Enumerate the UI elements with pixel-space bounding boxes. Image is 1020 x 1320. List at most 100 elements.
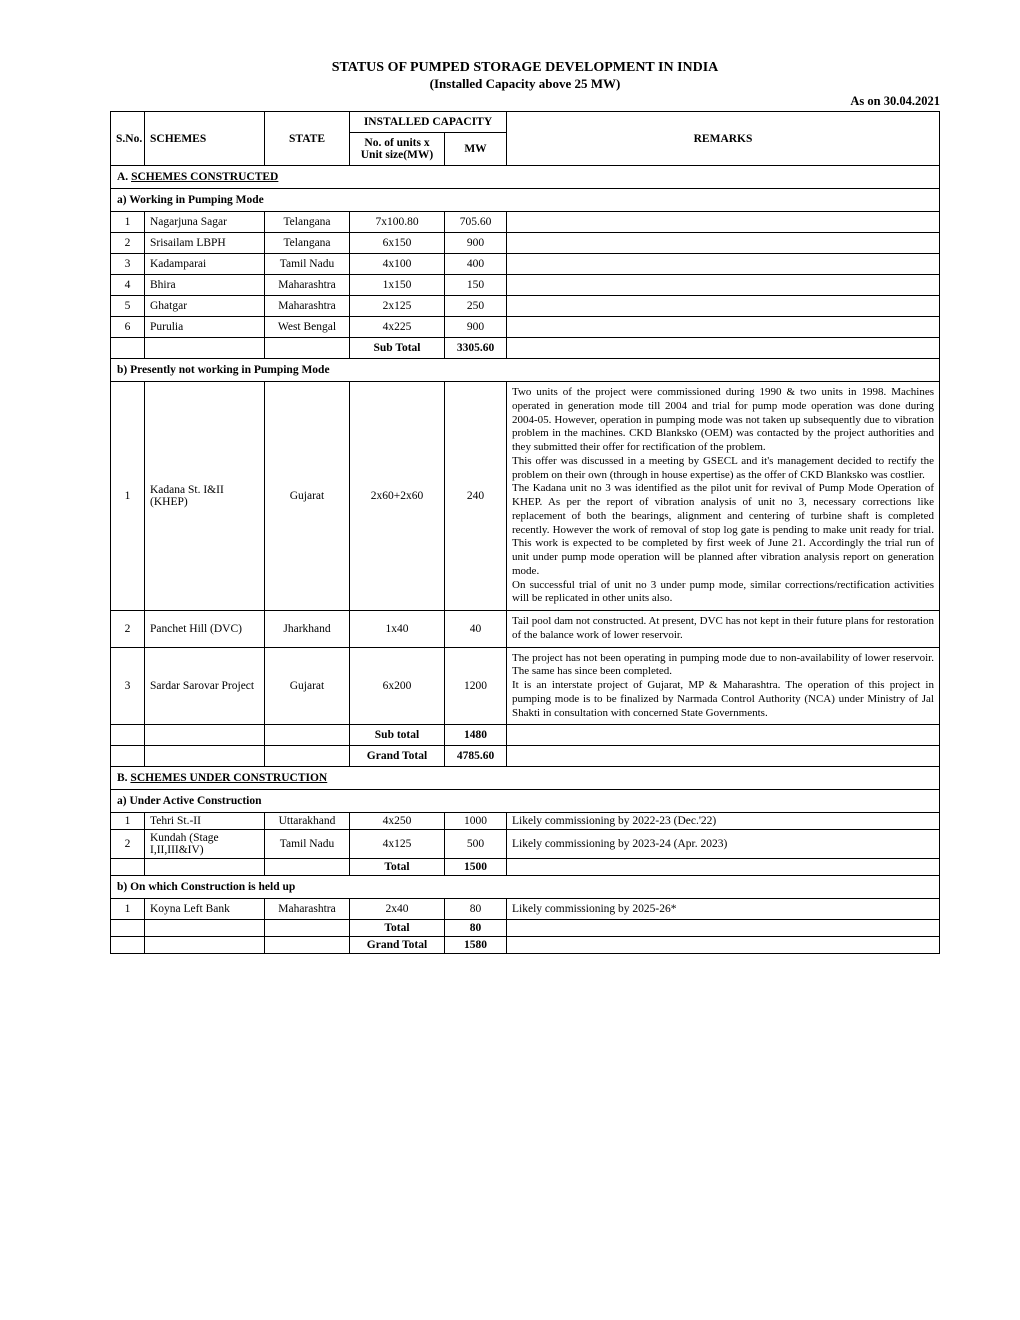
grand-total-label: Grand Total — [350, 937, 445, 954]
cell-units: 1x40 — [350, 611, 445, 648]
cell-mw: 500 — [445, 830, 507, 859]
col-units: No. of units x Unit size(MW) — [350, 133, 445, 166]
as-of-date: As on 30.04.2021 — [110, 94, 940, 109]
cell-sno: 1 — [111, 813, 145, 830]
subtotal-label: Sub Total — [350, 338, 445, 359]
subtotal-value: 3305.60 — [445, 338, 507, 359]
col-state: STATE — [265, 112, 350, 166]
cell-sno: 1 — [111, 382, 145, 611]
cell-sno: 1 — [111, 899, 145, 920]
header-row-1: S.No. SCHEMES STATE INSTALLED CAPACITY R… — [111, 112, 940, 133]
cell-sno: 4 — [111, 275, 145, 296]
total-label: Total — [350, 859, 445, 876]
cell-mw: 150 — [445, 275, 507, 296]
section-b-sub-a-title: a) Under Active Construction — [111, 790, 940, 813]
cell-remarks: Two units of the project were commission… — [507, 382, 940, 611]
subtotal-value: 1480 — [445, 725, 507, 746]
subtotal-row: Sub total 1480 — [111, 725, 940, 746]
cell-mw: 1200 — [445, 647, 507, 725]
cell-scheme: Sardar Sarovar Project — [145, 647, 265, 725]
cell-remarks — [507, 233, 940, 254]
cell-remarks — [507, 275, 940, 296]
col-remarks: REMARKS — [507, 112, 940, 166]
table-row: 5 Ghatgar Maharashtra 2x125 250 — [111, 296, 940, 317]
cell-mw: 250 — [445, 296, 507, 317]
cell-sno: 3 — [111, 647, 145, 725]
cell-units: 4x225 — [350, 317, 445, 338]
cell-scheme: Bhira — [145, 275, 265, 296]
cell-state: Tamil Nadu — [265, 830, 350, 859]
cell-mw: 705.60 — [445, 212, 507, 233]
cell-units: 6x150 — [350, 233, 445, 254]
section-b-heading: B. SCHEMES UNDER CONSTRUCTION — [111, 767, 940, 790]
cell-mw: 1000 — [445, 813, 507, 830]
cell-mw: 900 — [445, 233, 507, 254]
cell-state: West Bengal — [265, 317, 350, 338]
cell-state: Telangana — [265, 212, 350, 233]
cell-state: Telangana — [265, 233, 350, 254]
col-sno: S.No. — [111, 112, 145, 166]
cell-scheme: Nagarjuna Sagar — [145, 212, 265, 233]
cell-scheme: Purulia — [145, 317, 265, 338]
col-mw: MW — [445, 133, 507, 166]
cell-units: 4x250 — [350, 813, 445, 830]
grand-total-label: Grand Total — [350, 746, 445, 767]
cell-sno: 2 — [111, 830, 145, 859]
cell-scheme: Kundah (Stage I,II,III&IV) — [145, 830, 265, 859]
cell-state: Maharashtra — [265, 899, 350, 920]
grand-total-row: Grand Total 1580 — [111, 937, 940, 954]
table-row: 2 Kundah (Stage I,II,III&IV) Tamil Nadu … — [111, 830, 940, 859]
subtotal-row: Sub Total 3305.60 — [111, 338, 940, 359]
cell-sno: 2 — [111, 233, 145, 254]
cell-state: Uttarakhand — [265, 813, 350, 830]
cell-scheme: Ghatgar — [145, 296, 265, 317]
section-a-sub-b-title: b) Presently not working in Pumping Mode — [111, 359, 940, 382]
cell-state: Jharkhand — [265, 611, 350, 648]
cell-state: Gujarat — [265, 647, 350, 725]
table-row: 1 Nagarjuna Sagar Telangana 7x100.80 705… — [111, 212, 940, 233]
cell-state: Maharashtra — [265, 296, 350, 317]
cell-units: 1x150 — [350, 275, 445, 296]
total-value: 80 — [445, 920, 507, 937]
cell-state: Tamil Nadu — [265, 254, 350, 275]
section-a-title: SCHEMES CONSTRUCTED — [131, 171, 278, 183]
cell-remarks: The project has not been operating in pu… — [507, 647, 940, 725]
cell-sno: 3 — [111, 254, 145, 275]
total-label: Total — [350, 920, 445, 937]
cell-scheme: Koyna Left Bank — [145, 899, 265, 920]
section-b-sub-b-title: b) On which Construction is held up — [111, 876, 940, 899]
subtotal-label: Sub total — [350, 725, 445, 746]
section-b-sub-b-heading: b) On which Construction is held up — [111, 876, 940, 899]
cell-remarks — [507, 254, 940, 275]
cell-remarks: Likely commissioning by 2022-23 (Dec.'22… — [507, 813, 940, 830]
cell-scheme: Panchet Hill (DVC) — [145, 611, 265, 648]
col-installed-capacity: INSTALLED CAPACITY — [350, 112, 507, 133]
section-b-title: SCHEMES UNDER CONSTRUCTION — [130, 772, 327, 784]
cell-mw: 80 — [445, 899, 507, 920]
cell-units: 6x200 — [350, 647, 445, 725]
cell-remarks — [507, 296, 940, 317]
cell-remarks: Tail pool dam not constructed. At presen… — [507, 611, 940, 648]
cell-units: 4x125 — [350, 830, 445, 859]
cell-mw: 900 — [445, 317, 507, 338]
table-row: 6 Purulia West Bengal 4x225 900 — [111, 317, 940, 338]
grand-total-row: Grand Total 4785.60 — [111, 746, 940, 767]
cell-units: 2x40 — [350, 899, 445, 920]
cell-scheme: Kadana St. I&II (KHEP) — [145, 382, 265, 611]
cell-units: 2x125 — [350, 296, 445, 317]
table-row: 1 Koyna Left Bank Maharashtra 2x40 80 Li… — [111, 899, 940, 920]
table-row: 1 Tehri St.-II Uttarakhand 4x250 1000 Li… — [111, 813, 940, 830]
cell-remarks: Likely commissioning by 2023-24 (Apr. 20… — [507, 830, 940, 859]
table-row: 1 Kadana St. I&II (KHEP) Gujarat 2x60+2x… — [111, 382, 940, 611]
cell-sno: 2 — [111, 611, 145, 648]
cell-mw: 400 — [445, 254, 507, 275]
cell-remarks: Likely commissioning by 2025-26* — [507, 899, 940, 920]
cell-mw: 240 — [445, 382, 507, 611]
cell-sno: 1 — [111, 212, 145, 233]
page-title-line1: STATUS OF PUMPED STORAGE DEVELOPMENT IN … — [110, 60, 940, 76]
cell-state: Gujarat — [265, 382, 350, 611]
cell-scheme: Kadamparai — [145, 254, 265, 275]
table-row: 3 Sardar Sarovar Project Gujarat 6x200 1… — [111, 647, 940, 725]
cell-mw: 40 — [445, 611, 507, 648]
table-row: 2 Panchet Hill (DVC) Jharkhand 1x40 40 T… — [111, 611, 940, 648]
